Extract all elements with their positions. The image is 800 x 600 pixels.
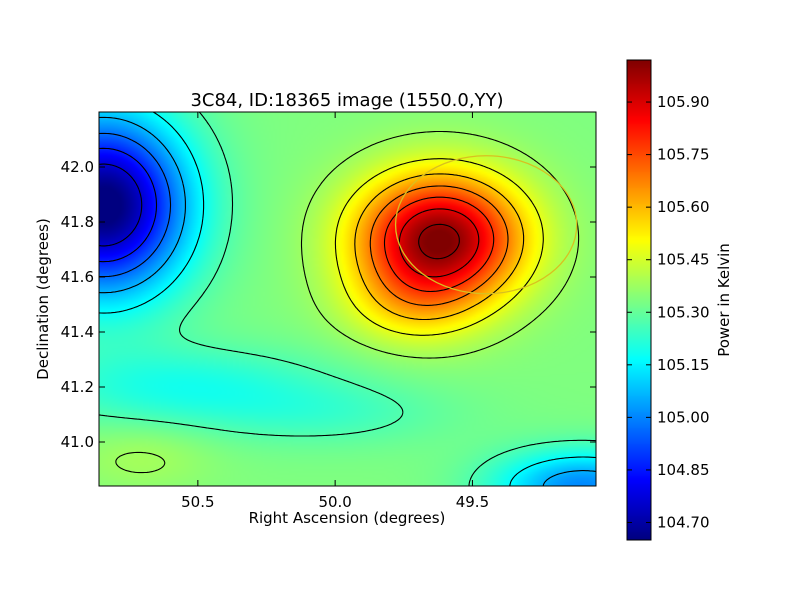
contour-level-4 xyxy=(99,116,596,486)
colorbar-tick-label: 105.60 xyxy=(657,198,710,216)
x-tick-label: 49.5 xyxy=(456,493,489,511)
x-axis-ticks: 50.5 50.0 49.5 xyxy=(181,112,489,511)
colorbar: 104.70 104.85 105.00 105.15 105.30 105.45 105.… xyxy=(626,59,710,541)
contour-level-12 xyxy=(398,208,480,278)
colorbar-frame xyxy=(626,59,652,541)
contour-lines xyxy=(99,112,596,486)
plot-frame xyxy=(98,111,597,487)
colorbar-ticks: 104.70 104.85 105.00 105.15 105.30 105.45 105.… xyxy=(627,93,710,531)
colorbar-tick-label: 104.85 xyxy=(657,461,710,479)
contour-level-6 xyxy=(99,112,596,486)
y-axis-label: Declination (degrees) xyxy=(34,218,52,380)
contour-level-9 xyxy=(354,173,525,321)
y-axis-ticks: 41.0 41.2 41.4 41.6 41.8 42.0 xyxy=(61,158,596,451)
colorbar-tick-label: 105.45 xyxy=(657,251,710,269)
x-tick-label: 50.0 xyxy=(318,493,351,511)
colorbar-label: Power in Kelvin xyxy=(715,243,733,357)
contour-level-3 xyxy=(99,132,172,278)
y-tick-label: 41.4 xyxy=(61,323,94,341)
contour-level-13 xyxy=(418,223,460,260)
colorbar-tick-label: 105.30 xyxy=(657,303,710,321)
y-tick-label: 41.0 xyxy=(61,433,94,451)
colorbar-tick-label: 105.75 xyxy=(657,146,710,164)
y-tick-label: 41.6 xyxy=(61,268,94,286)
beam-circle-overlay xyxy=(394,155,578,295)
x-axis-label: Right Ascension (degrees) xyxy=(249,509,446,527)
y-tick-label: 41.8 xyxy=(61,213,94,231)
chart-title: 3C84, ID:18365 image (1550.0,YY) xyxy=(190,90,503,111)
colorbar-tick-label: 105.15 xyxy=(657,356,710,374)
y-tick-label: 41.2 xyxy=(61,378,94,396)
colorbar-tick-label: 105.90 xyxy=(657,93,710,111)
contour-level-2 xyxy=(99,147,158,263)
contour-level-1 xyxy=(99,163,143,247)
colorbar-gradient xyxy=(627,60,651,540)
contour-level-7 xyxy=(115,130,580,474)
beam-circle xyxy=(394,155,578,295)
contour-level-11 xyxy=(383,196,495,293)
colorbar-tick-label: 105.00 xyxy=(657,408,710,426)
x-tick-label: 50.5 xyxy=(181,493,214,511)
heatmap-image xyxy=(99,112,596,486)
colorbar-tick-label: 104.70 xyxy=(657,513,710,531)
contour-level-10 xyxy=(369,185,509,306)
contour-level-8 xyxy=(334,158,544,336)
plot-area: 50.5 50.0 49.5 41.0 41.2 41.4 41.6 41.8 42.0 xyxy=(61,111,597,511)
y-tick-label: 42.0 xyxy=(61,158,94,176)
